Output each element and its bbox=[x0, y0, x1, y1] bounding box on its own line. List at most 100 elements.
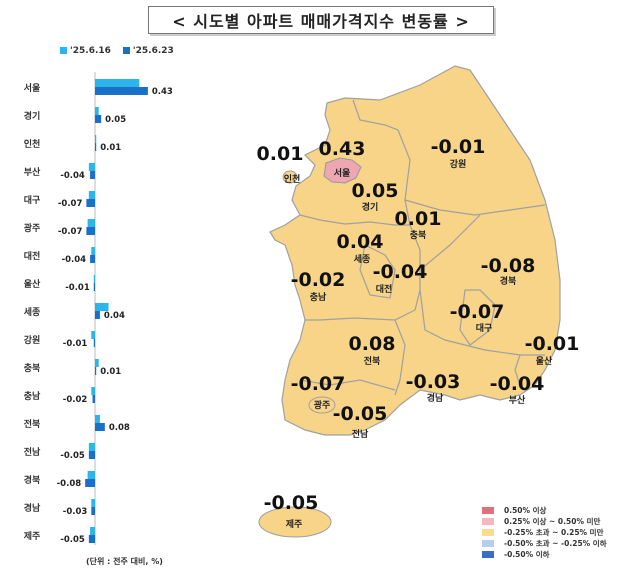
incheon-island bbox=[282, 170, 298, 184]
data-label: -0.01 bbox=[65, 283, 90, 293]
region-value: -0.01 bbox=[431, 136, 486, 158]
data-label: -0.08 bbox=[57, 479, 82, 489]
region-name: 세종 bbox=[354, 253, 371, 265]
region-value: -0.05 bbox=[264, 492, 319, 514]
bar-curr bbox=[95, 311, 100, 319]
bar-curr bbox=[88, 451, 95, 459]
page-title: < 시도별 아파트 매매가격지수 변동률 > bbox=[148, 6, 494, 34]
region-name: 경기 bbox=[362, 201, 379, 213]
data-label: -0.04 bbox=[60, 171, 85, 181]
region-value: -0.04 bbox=[373, 261, 428, 283]
region-value: -0.07 bbox=[291, 373, 346, 395]
bar-prev bbox=[95, 415, 100, 423]
region-value: -0.05 bbox=[333, 403, 388, 425]
category-label: 인천 bbox=[24, 139, 41, 150]
map-legend-label: -0.25% 초과 ~ 0.25% 미만 bbox=[504, 528, 604, 537]
bar-curr bbox=[95, 423, 105, 431]
category-label: 세종 bbox=[24, 306, 41, 318]
data-label: -0.05 bbox=[60, 451, 85, 461]
bar-prev bbox=[87, 219, 95, 227]
region-name: 울산 bbox=[536, 355, 553, 367]
region-name: 제주 bbox=[286, 518, 303, 530]
region-value: -0.02 bbox=[291, 269, 346, 291]
bar-curr bbox=[90, 171, 95, 179]
region-value: 0.01 bbox=[395, 208, 442, 230]
category-label: 경북 bbox=[24, 474, 41, 486]
jeju-island bbox=[258, 506, 332, 538]
legend-item-prev: '25.6.16 bbox=[60, 46, 111, 56]
map-legend-label: 0.50% 이상 bbox=[504, 506, 547, 515]
bar-curr bbox=[86, 199, 95, 207]
region-name: 대구 bbox=[476, 322, 493, 334]
bar-prev bbox=[95, 79, 140, 87]
data-label: 0.43 bbox=[152, 87, 173, 97]
bar-prev bbox=[91, 247, 95, 255]
map-legend-item: -0.25% 초과 ~ 0.25% 미만 bbox=[482, 527, 607, 538]
region-value: 0.43 bbox=[319, 138, 366, 160]
unit-note: (단위 : 전주 대비, %) bbox=[86, 557, 163, 566]
region-value: -0.03 bbox=[406, 371, 461, 393]
bar-prev bbox=[95, 359, 99, 367]
data-label: 0.01 bbox=[100, 143, 121, 153]
map-legend-label: -0.50% 이하 bbox=[504, 550, 550, 559]
category-label: 경기 bbox=[24, 110, 41, 122]
region-value: -0.01 bbox=[525, 333, 580, 355]
data-label: -0.04 bbox=[62, 255, 87, 265]
map-legend-item: -0.50% 이하 bbox=[482, 549, 607, 560]
data-label: -0.07 bbox=[58, 199, 83, 209]
bar-curr bbox=[86, 227, 95, 235]
bar-prev bbox=[91, 499, 95, 507]
bar-prev bbox=[95, 107, 99, 115]
region-name: 인천 bbox=[284, 174, 301, 185]
data-label: 0.04 bbox=[104, 311, 125, 321]
bar-prev bbox=[91, 387, 95, 395]
bar-curr bbox=[93, 339, 95, 347]
category-label: 충북 bbox=[24, 362, 41, 374]
map-legend-item: -0.50% 초과 ~ -0.25% 이하 bbox=[482, 538, 607, 549]
region-name: 서울 bbox=[334, 167, 351, 179]
region-value: 0.08 bbox=[349, 333, 396, 355]
gwangju-area bbox=[308, 396, 336, 414]
category-label: 울산 bbox=[24, 278, 41, 290]
category-label: 대전 bbox=[24, 250, 41, 262]
chart-legend: '25.6.16 '25.6.23 bbox=[60, 46, 174, 56]
category-label: 강원 bbox=[24, 334, 41, 346]
bar-curr bbox=[93, 283, 95, 291]
region-value: 0.05 bbox=[352, 180, 399, 202]
map-legend-label: -0.50% 초과 ~ -0.25% 이하 bbox=[504, 539, 607, 548]
data-label: -0.07 bbox=[58, 227, 83, 237]
region-name: 경남 bbox=[427, 392, 444, 404]
bar-curr bbox=[95, 87, 148, 95]
map-legend-item: 0.25% 이상 ~ 0.50% 미만 bbox=[482, 516, 607, 527]
bar-prev bbox=[87, 471, 95, 479]
region-value: -0.07 bbox=[450, 301, 505, 323]
data-label: 0.05 bbox=[105, 115, 126, 125]
region-name: 경북 bbox=[500, 275, 517, 287]
category-label: 광주 bbox=[24, 222, 41, 234]
region-name: 전북 bbox=[364, 355, 381, 367]
bar-prev bbox=[88, 163, 95, 171]
bar-curr bbox=[95, 367, 97, 375]
bar-curr bbox=[88, 535, 95, 543]
map-legend-label: 0.25% 이상 ~ 0.50% 미만 bbox=[504, 517, 601, 526]
region-name: 강원 bbox=[450, 158, 467, 170]
region-value: 0.04 bbox=[337, 231, 384, 253]
category-label: 경남 bbox=[24, 502, 41, 514]
category-label: 제주 bbox=[24, 530, 41, 542]
bar-prev bbox=[88, 191, 95, 199]
region-name: 광주 bbox=[314, 399, 331, 411]
region-value: -0.04 bbox=[490, 373, 545, 395]
data-label: -0.01 bbox=[63, 339, 88, 349]
bar-prev bbox=[93, 275, 95, 283]
category-label: 전남 bbox=[24, 446, 41, 458]
legend-item-curr: '25.6.23 bbox=[122, 46, 174, 56]
category-label: 대구 bbox=[24, 194, 41, 206]
legend-label: '25.6.16 bbox=[70, 46, 111, 56]
map-legend: 0.50% 이상 0.25% 이상 ~ 0.50% 미만 -0.25% 초과 ~… bbox=[482, 505, 607, 560]
region-name: 충북 bbox=[410, 229, 427, 241]
data-label: -0.05 bbox=[60, 535, 85, 545]
bar-chart: 서울 0.43 경기 0.05 인천 0.01 부산 -0.04 대구 -0.07 광주 -0.07 대… bbox=[24, 72, 173, 545]
data-label: -0.02 bbox=[63, 395, 88, 405]
map-legend-item: 0.50% 이상 bbox=[482, 505, 607, 516]
